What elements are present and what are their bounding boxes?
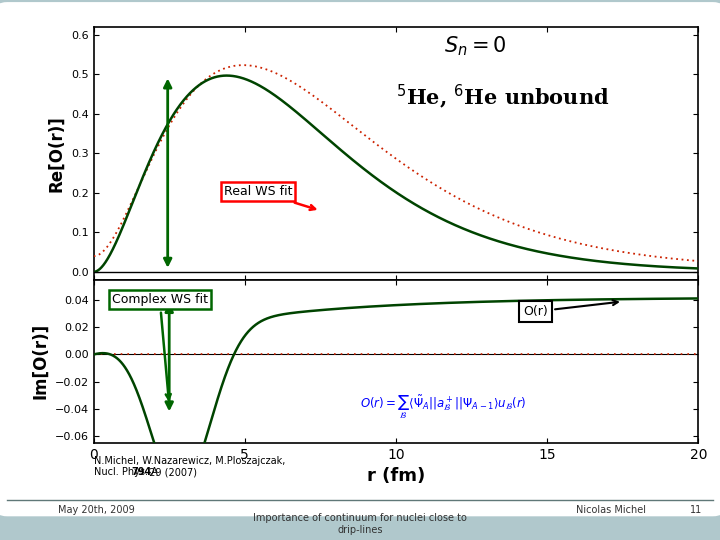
Y-axis label: Re[O(r)]: Re[O(r)] — [48, 115, 66, 192]
Text: Nicolas Michel: Nicolas Michel — [576, 505, 646, 515]
Text: 29 (2007): 29 (2007) — [146, 467, 197, 477]
Text: 794: 794 — [131, 467, 151, 477]
X-axis label: r (fm): r (fm) — [367, 467, 425, 485]
Text: N.Michel, W.Nazarewicz, M.Ploszajczak,: N.Michel, W.Nazarewicz, M.Ploszajczak, — [94, 456, 285, 467]
Text: $^5$He, $^6$He unbound: $^5$He, $^6$He unbound — [396, 83, 609, 111]
Text: $S_n = 0$: $S_n = 0$ — [444, 35, 507, 58]
Text: Nucl. Phys. A: Nucl. Phys. A — [94, 467, 161, 477]
Text: Importance of continuum for nuclei close to
drip-lines: Importance of continuum for nuclei close… — [253, 513, 467, 535]
Text: O(r): O(r) — [523, 300, 618, 318]
Text: Real WS fit: Real WS fit — [224, 185, 315, 210]
Y-axis label: Im[O(r)]: Im[O(r)] — [31, 323, 49, 400]
Text: 11: 11 — [690, 505, 702, 515]
Text: May 20th, 2009: May 20th, 2009 — [58, 505, 135, 515]
Text: $O(r)=\sum_{\mathcal{B}}\langle\tilde{\Psi}_A||a^+_{\mathcal{B}}||\Psi_{A-1}\ran: $O(r)=\sum_{\mathcal{B}}\langle\tilde{\P… — [360, 393, 526, 421]
Text: Complex WS fit: Complex WS fit — [112, 293, 208, 399]
